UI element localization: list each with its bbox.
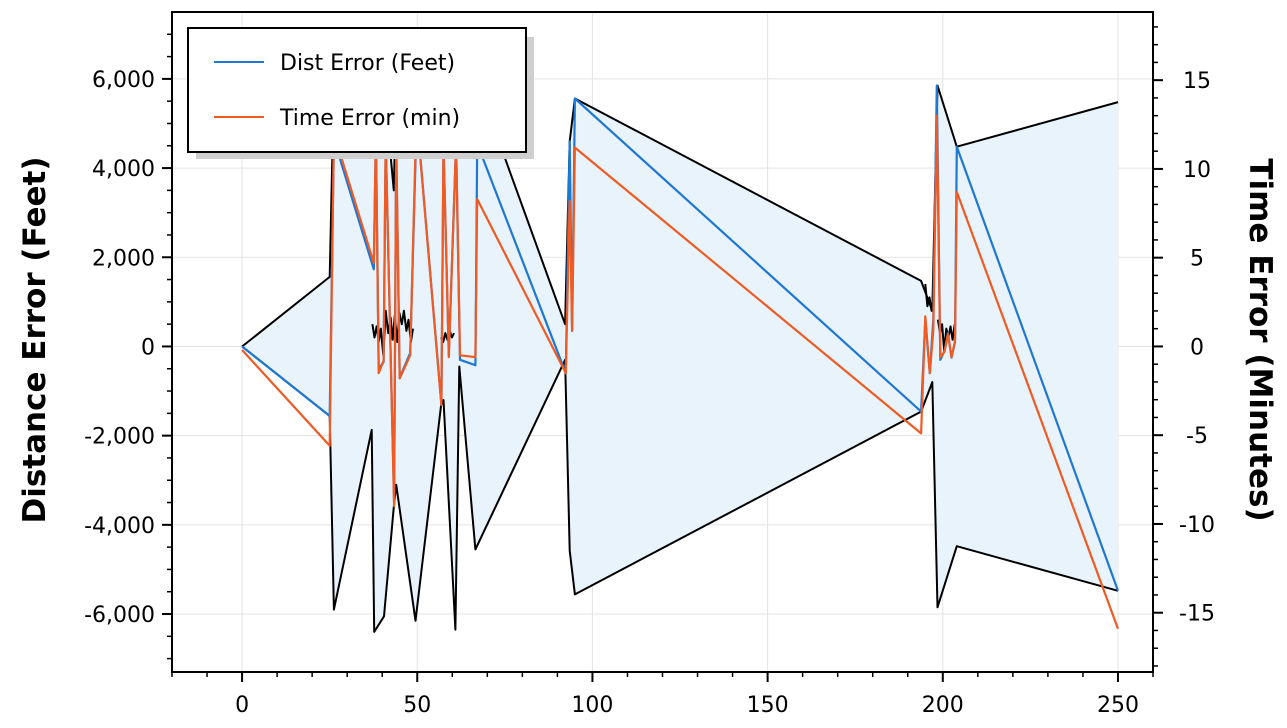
envelope-noise-line [924, 283, 935, 312]
y2-tick-label: 5 [1190, 247, 1204, 272]
x-tick-label: 0 [235, 693, 249, 718]
y2-tick-label: -5 [1186, 424, 1208, 449]
y-tick-label: 2,000 [92, 246, 155, 271]
y2-tick-label: -10 [1179, 513, 1215, 538]
x-tick-label: 100 [571, 693, 613, 718]
x-tick-label: 250 [1097, 693, 1139, 718]
y-axis-title: Distance Error (Feet) [17, 156, 53, 523]
y-tick-label: -6,000 [84, 603, 155, 628]
y-tick-label: 0 [141, 335, 155, 360]
envelope [241, 82, 1119, 633]
axes [162, 11, 1163, 682]
y2-tick-label: 0 [1190, 335, 1204, 360]
y2-tick-label: 10 [1183, 158, 1211, 183]
series-lines [241, 84, 1120, 630]
series-line-time [241, 114, 1120, 630]
x-tick-label: 50 [403, 693, 431, 718]
legend-label-dist: Dist Error (Feet) [280, 51, 455, 76]
y-tick-label: -2,000 [84, 425, 155, 450]
y2-tick-label: -15 [1179, 602, 1215, 627]
x-tick-label: 200 [922, 693, 964, 718]
y-tick-label: -4,000 [84, 514, 155, 539]
y2-axis-title: Time Error (Minutes) [1242, 158, 1278, 521]
envelope-fill [242, 83, 1119, 632]
tick-labels: 0 50 100 150 200 250-6,000-4,000-2,00002,0004… [84, 68, 1215, 718]
y-tick-label: 4,000 [92, 157, 155, 182]
envelope-lower-line [241, 345, 1119, 633]
legend-label-time: Time Error (min) [279, 106, 460, 131]
legend: Dist Error (Feet) Time Error (min) [187, 27, 534, 159]
x-tick-label: 150 [747, 693, 789, 718]
legend-box [187, 27, 527, 153]
y2-tick-label: 15 [1183, 69, 1211, 94]
y-tick-label: 6,000 [92, 68, 155, 93]
